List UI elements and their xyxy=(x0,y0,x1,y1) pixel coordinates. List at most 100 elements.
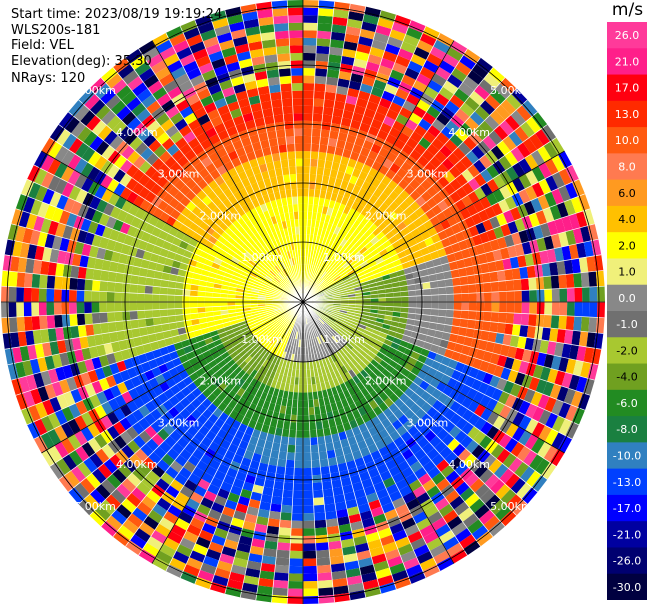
velocity-gate xyxy=(261,281,270,287)
velocity-gate xyxy=(231,157,242,168)
velocity-gate xyxy=(444,278,454,288)
velocity-gate xyxy=(261,236,270,246)
velocity-gate xyxy=(344,560,360,571)
velocity-gate xyxy=(83,457,98,474)
velocity-gate xyxy=(219,154,232,165)
velocity-gate xyxy=(212,387,223,398)
velocity-gate xyxy=(227,100,241,112)
velocity-gate xyxy=(242,363,251,373)
velocity-gate xyxy=(33,435,48,453)
velocity-gate xyxy=(163,510,179,525)
velocity-gate xyxy=(359,28,376,40)
velocity-gate xyxy=(248,259,257,267)
velocity-gate xyxy=(357,153,368,165)
velocity-gate xyxy=(392,95,406,107)
velocity-gate xyxy=(291,83,303,91)
velocity-gate xyxy=(521,99,538,117)
velocity-gate xyxy=(312,258,317,267)
velocity-gate xyxy=(294,377,300,385)
velocity-gate xyxy=(106,411,120,426)
velocity-gate xyxy=(116,483,132,499)
velocity-gate xyxy=(91,120,107,136)
velocity-gate xyxy=(245,219,254,229)
velocity-gate xyxy=(58,210,71,226)
velocity-gate xyxy=(543,235,555,251)
velocity-gate xyxy=(23,287,32,302)
velocity-gate xyxy=(329,555,345,565)
velocity-gate xyxy=(467,190,480,204)
velocity-gate xyxy=(89,452,104,469)
velocity-gate xyxy=(276,45,290,55)
velocity-gate xyxy=(378,297,387,302)
velocity-gate xyxy=(499,344,510,357)
velocity-gate xyxy=(287,266,293,275)
velocity-gate xyxy=(453,285,462,295)
velocity-gate xyxy=(472,264,482,275)
velocity-gate xyxy=(192,143,205,156)
velocity-gate xyxy=(365,531,380,543)
velocity-gate xyxy=(234,267,243,275)
velocity-gate xyxy=(272,488,284,498)
velocity-gate xyxy=(167,280,177,289)
velocity-gate xyxy=(87,422,101,438)
velocity-gate xyxy=(299,241,303,250)
velocity-gate xyxy=(293,384,299,393)
velocity-gate xyxy=(379,202,389,213)
ray-separator xyxy=(7,301,304,366)
velocity-gate xyxy=(361,75,376,87)
velocity-gate xyxy=(331,311,339,316)
velocity-gate xyxy=(200,95,214,107)
ray-separator xyxy=(302,301,580,426)
velocity-gate xyxy=(388,249,398,258)
velocity-gate xyxy=(224,252,234,261)
velocity-gate xyxy=(44,233,56,249)
velocity-gate xyxy=(149,253,160,263)
velocity-gate xyxy=(587,363,599,381)
velocity-gate xyxy=(315,174,324,183)
velocity-gate xyxy=(55,222,67,238)
ray-separator xyxy=(271,1,304,303)
velocity-gate xyxy=(353,488,366,499)
velocity-gate xyxy=(240,488,253,499)
velocity-gate xyxy=(117,63,135,80)
velocity-gate xyxy=(240,457,252,468)
velocity-gate xyxy=(386,555,404,568)
velocity-gate xyxy=(335,319,344,325)
velocity-gate xyxy=(61,437,76,455)
velocity-gate xyxy=(581,302,590,318)
velocity-gate xyxy=(580,225,592,243)
velocity-gate xyxy=(536,302,545,315)
velocity-gate xyxy=(38,302,47,316)
velocity-gate xyxy=(495,259,505,272)
velocity-gate xyxy=(551,188,564,205)
velocity-gate xyxy=(110,100,127,116)
velocity-gate xyxy=(71,253,82,267)
velocity-gate xyxy=(310,452,320,461)
velocity-gate xyxy=(217,192,228,203)
velocity-gate xyxy=(280,317,287,324)
velocity-gate xyxy=(386,441,398,453)
velocity-gate xyxy=(345,352,354,361)
velocity-gate xyxy=(292,203,299,212)
velocity-gate xyxy=(145,277,154,287)
velocity-gate xyxy=(449,495,465,510)
velocity-gate xyxy=(379,391,389,402)
velocity-gate xyxy=(316,259,322,268)
colorbar-swatch xyxy=(607,22,647,49)
velocity-gate xyxy=(525,362,537,377)
velocity-gate xyxy=(505,422,519,438)
velocity-gate xyxy=(323,311,331,316)
velocity-gate xyxy=(534,264,544,278)
velocity-gate xyxy=(56,128,71,146)
velocity-gate xyxy=(244,426,255,436)
ray-separator xyxy=(302,178,580,303)
velocity-gate xyxy=(309,331,313,339)
velocity-gate xyxy=(418,473,432,486)
ray-separator xyxy=(302,301,351,601)
velocity-gate xyxy=(467,319,476,330)
velocity-gate xyxy=(450,475,465,490)
velocity-gate xyxy=(389,562,406,575)
velocity-gate xyxy=(243,450,255,460)
velocity-gate xyxy=(360,387,370,397)
velocity-gate xyxy=(85,115,102,131)
